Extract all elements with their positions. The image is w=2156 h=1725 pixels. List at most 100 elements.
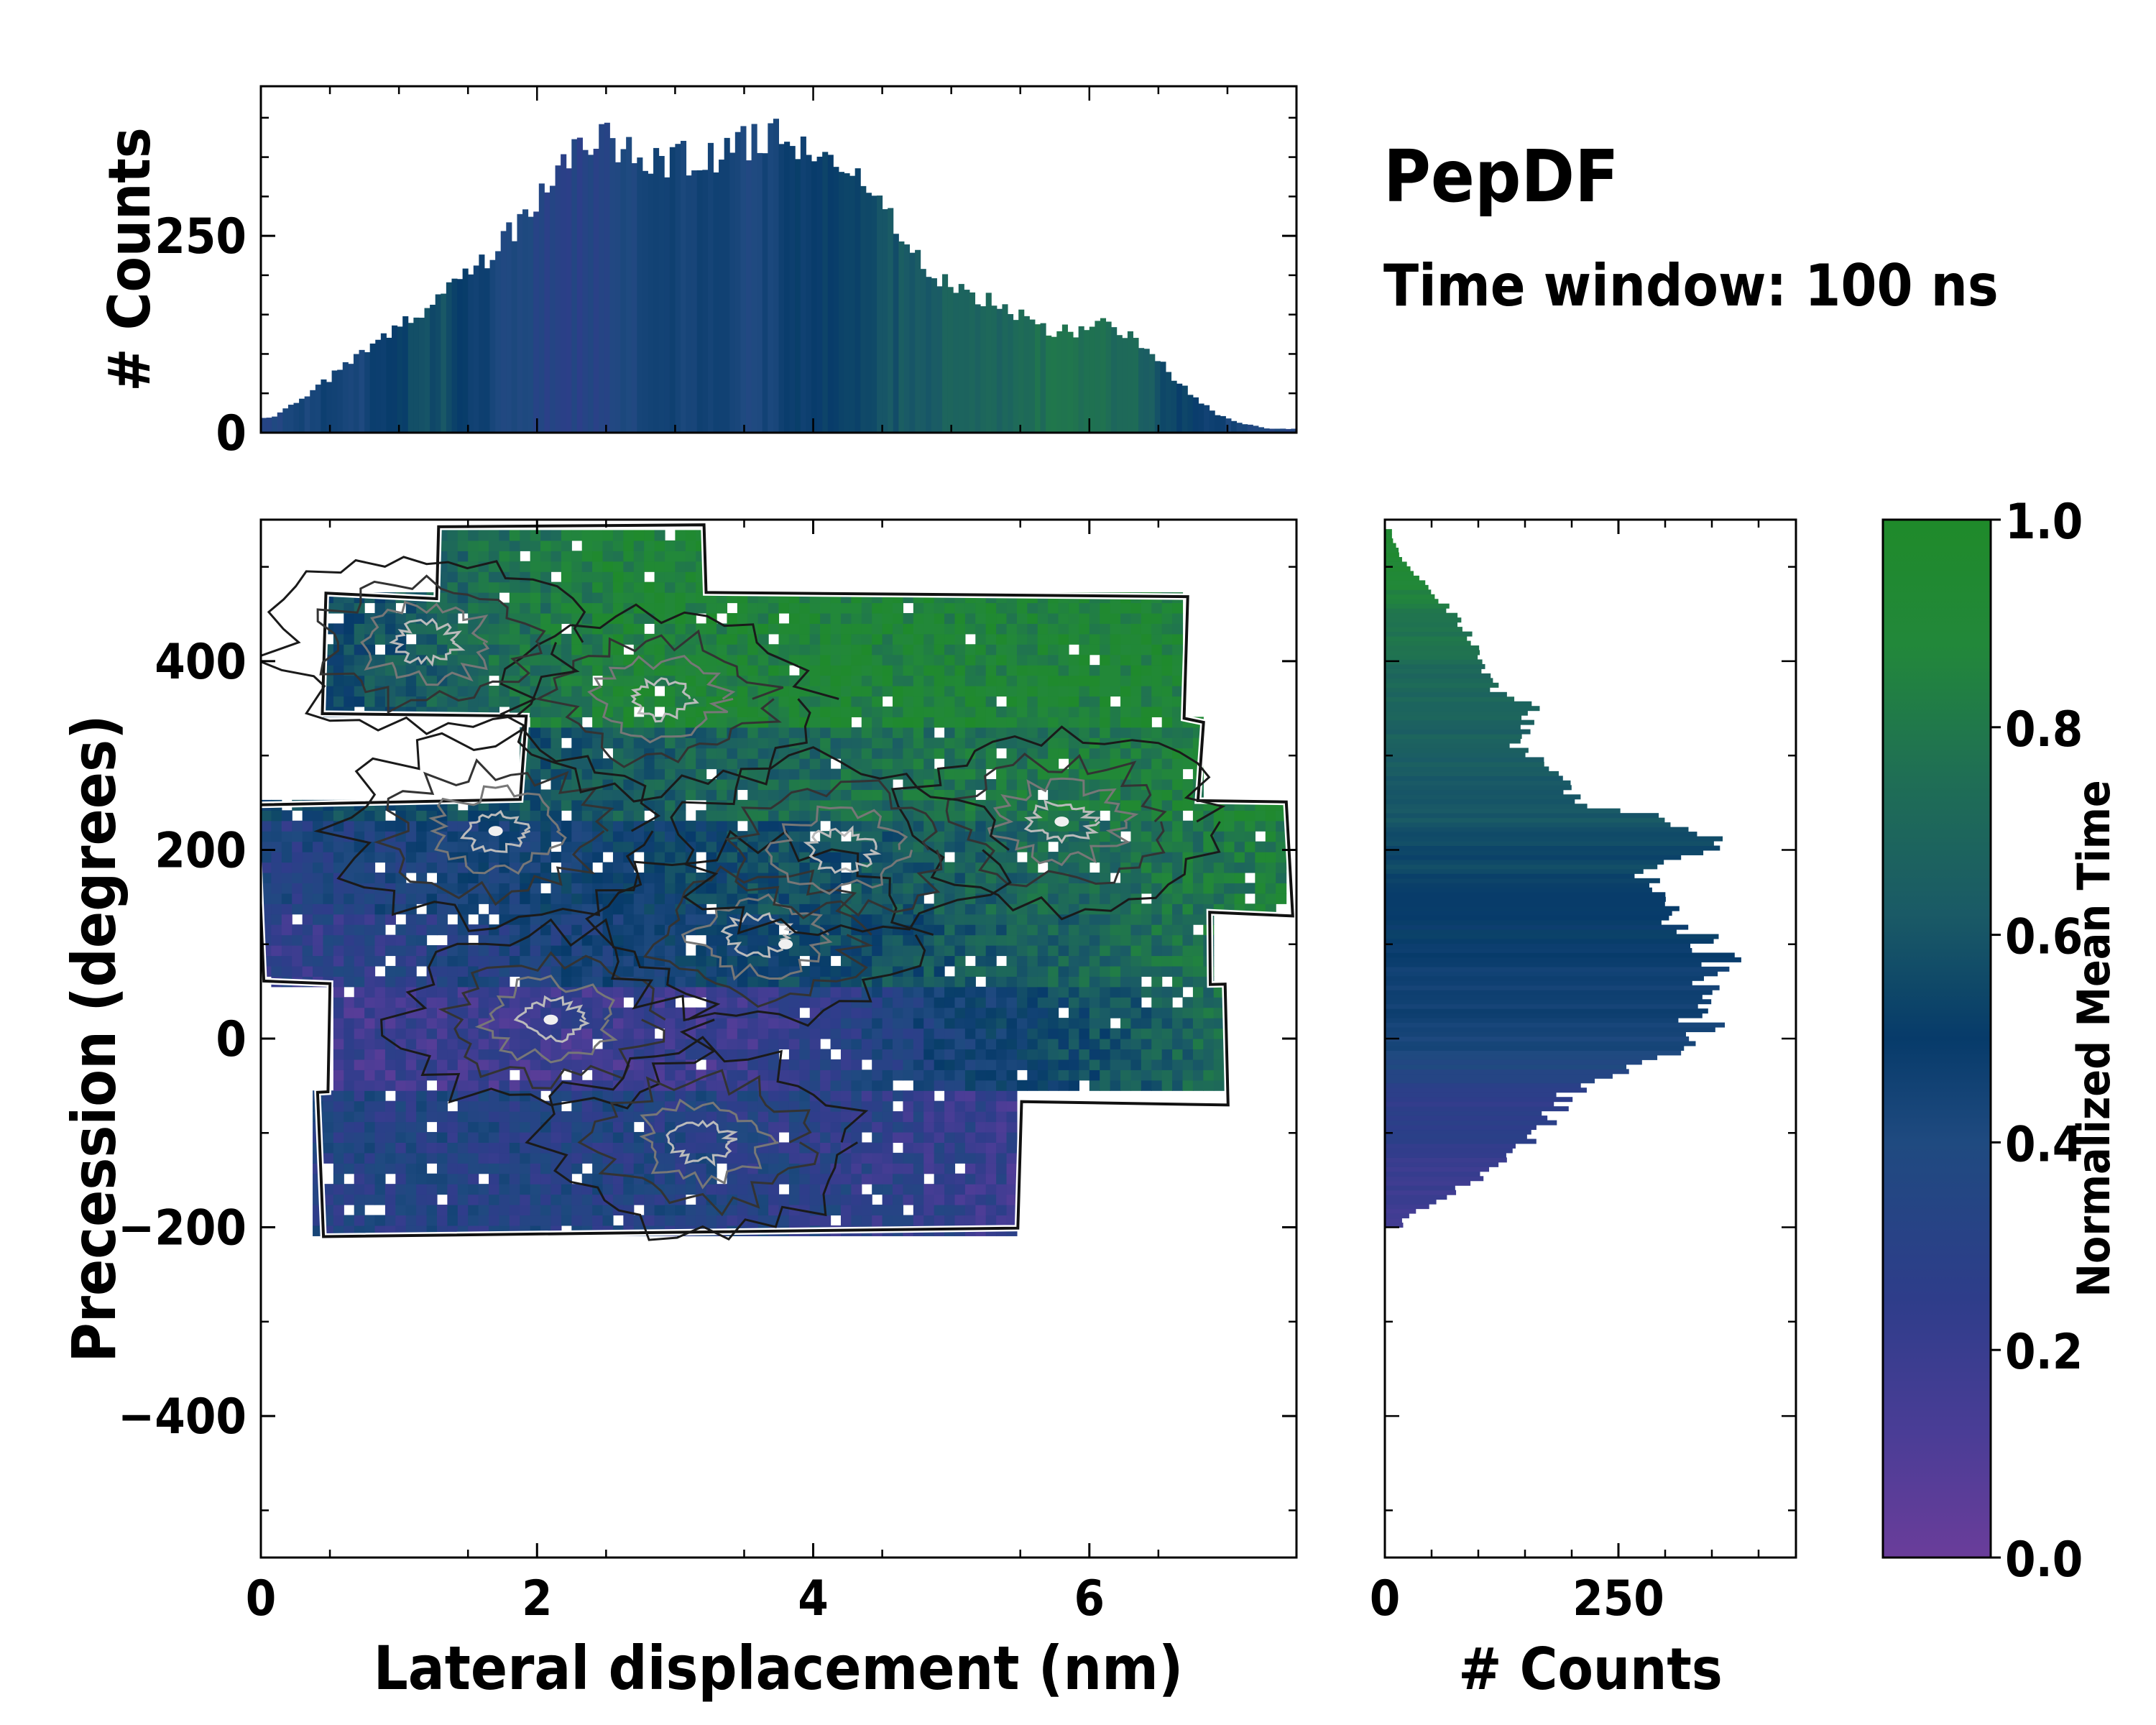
heatmap-cell [954, 1131, 966, 1143]
heatmap-cell [447, 934, 459, 946]
heatmap-cell [923, 914, 935, 925]
heatmap-cell [1130, 1080, 1142, 1091]
heatmap-cell [384, 1184, 396, 1195]
heatmap-cell [985, 945, 997, 957]
heatmap-cell [1016, 1059, 1028, 1070]
heatmap-cell [1027, 696, 1038, 707]
heatmap-cell [468, 540, 479, 551]
heatmap-cell [592, 1173, 604, 1184]
heatmap-cell [996, 665, 1008, 676]
top-histogram-bar [538, 183, 545, 433]
heatmap-cell [1110, 633, 1121, 645]
heatmap-cell [520, 592, 531, 604]
top-histogram-bar [506, 222, 512, 433]
top-histogram-bar [860, 185, 867, 433]
heatmap-cell [985, 1028, 997, 1039]
heatmap-cell [882, 633, 893, 645]
heatmap-cell [457, 810, 469, 822]
heatmap-cell [416, 1018, 428, 1029]
heatmap-cell [757, 903, 769, 915]
heatmap-cell [975, 1205, 987, 1216]
heatmap-cell [717, 633, 728, 645]
heatmap-cell [271, 914, 282, 925]
heatmap-cell [872, 799, 883, 811]
heatmap-cell [882, 976, 893, 988]
heatmap-cell [903, 696, 914, 707]
heatmap-cell [592, 965, 604, 977]
heatmap-cell [478, 530, 489, 541]
heatmap-cell [654, 945, 665, 957]
heatmap-cell [602, 561, 614, 572]
heatmap-cell [1141, 633, 1152, 645]
heatmap-cell [344, 1039, 355, 1050]
heatmap-cell [602, 758, 614, 770]
heatmap-cell [830, 831, 842, 842]
heatmap-cell [706, 1028, 717, 1039]
heatmap-cell [664, 986, 676, 998]
heatmap-cell [550, 852, 562, 863]
top-histogram-bar [517, 213, 523, 433]
heatmap-cell [737, 1039, 748, 1050]
heatmap-cell [457, 551, 469, 562]
heatmap-cell [654, 561, 665, 572]
heatmap-cell [727, 820, 738, 832]
heatmap-cell [685, 675, 696, 686]
heatmap-cell [436, 965, 448, 977]
heatmap-cell [1100, 945, 1111, 957]
heatmap-cell [861, 644, 872, 656]
heatmap-cell [344, 1131, 355, 1143]
heatmap-cell [1016, 696, 1028, 707]
heatmap-cell [1130, 883, 1142, 894]
heatmap-cell [509, 581, 520, 593]
heatmap-cell [903, 955, 914, 967]
heatmap-cell [1027, 675, 1038, 686]
heatmap-cell [1006, 1142, 1018, 1154]
heatmap-cell [530, 540, 541, 551]
heatmap-cell [1058, 612, 1069, 624]
heatmap-cell [384, 1059, 396, 1070]
heatmap-cell [405, 644, 417, 656]
heatmap-cell [384, 1039, 396, 1050]
heatmap-cell [830, 1070, 842, 1081]
heatmap-cell [685, 644, 696, 656]
heatmap-cell [923, 934, 935, 946]
heatmap-cell [581, 768, 593, 780]
heatmap-cell [675, 1215, 686, 1226]
heatmap-cell [820, 965, 831, 977]
heatmap-cell [717, 986, 728, 998]
heatmap-cell [964, 612, 976, 624]
heatmap-cell [799, 1028, 811, 1039]
heatmap-cell [1058, 976, 1069, 988]
heatmap-cell [809, 1100, 821, 1112]
heatmap-cell [581, 633, 593, 645]
heatmap-cell [954, 1080, 966, 1091]
heatmap-cell [1110, 623, 1121, 635]
heatmap-cell [333, 965, 344, 977]
heatmap-cell [292, 862, 303, 873]
top-histogram-bar [299, 398, 305, 433]
heatmap-cell [944, 1194, 956, 1205]
heatmap-cell [882, 706, 893, 717]
heatmap-cell [1068, 883, 1079, 894]
heatmap-cell [737, 686, 748, 697]
heatmap-cell [1110, 706, 1121, 717]
heatmap-cell [996, 633, 1008, 645]
heatmap-cell [426, 1018, 438, 1029]
heatmap-cell [561, 1007, 572, 1018]
heatmap-cell [706, 986, 717, 998]
heatmap-cell [581, 779, 593, 791]
heatmap-cell [405, 955, 417, 967]
heatmap-cell [903, 862, 914, 873]
heatmap-cell [944, 748, 956, 759]
heatmap-cell [1151, 758, 1163, 770]
heatmap-cell [840, 748, 852, 759]
heatmap-cell [1151, 706, 1163, 717]
heatmap-cell [1130, 748, 1142, 759]
heatmap-cell [923, 717, 935, 728]
top-histogram-bar [555, 165, 561, 433]
heatmap-cell [903, 758, 914, 770]
heatmap-cell [581, 561, 593, 572]
heatmap-cell [820, 675, 831, 686]
heatmap-cell [788, 976, 800, 988]
heatmap-cell [468, 1152, 479, 1164]
